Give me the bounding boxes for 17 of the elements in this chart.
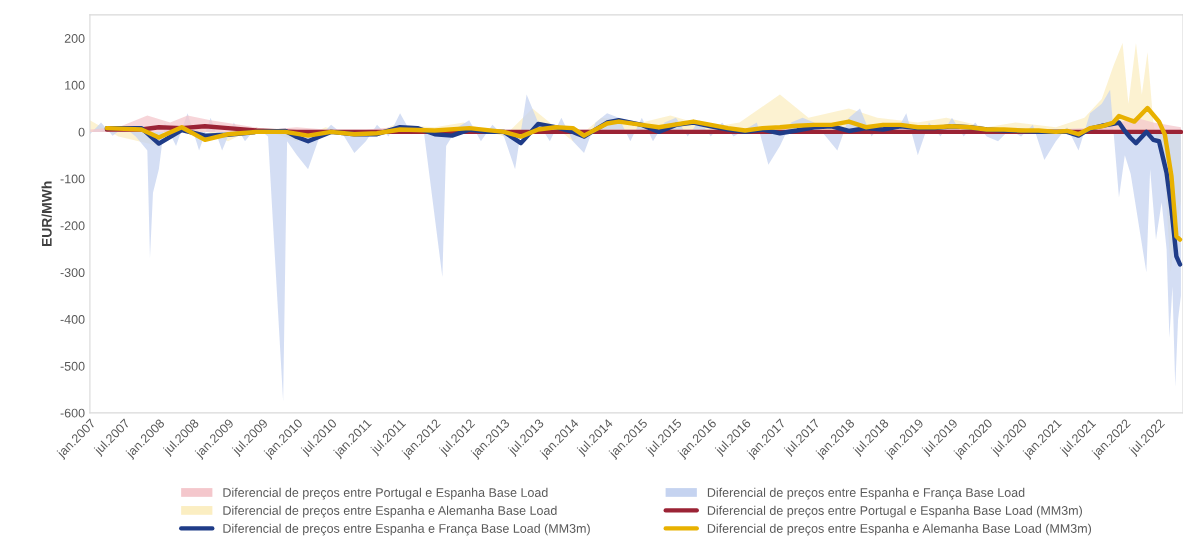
- legend-label: Diferencial de preços entre Portugal e Espanha Base Load: [223, 487, 548, 500]
- legend-label: Diferencial de preços entre Espanha e França Base Load: [707, 487, 1025, 500]
- legend-label: Diferencial de preços entre Espanha e Alemanha Base Load (MM3m): [707, 523, 1092, 536]
- y-tick-label: -100: [60, 174, 85, 184]
- legend-label: Diferencial de preços entre Espanha e França Base Load (MM3m): [223, 523, 590, 536]
- legend-label: Diferencial de preços entre Espanha e Alemanha Base Load: [223, 505, 557, 518]
- y-tick-label: 0: [78, 127, 85, 137]
- y-tick-label: -500: [60, 361, 85, 371]
- y-tick-label: 200: [64, 34, 85, 43]
- line-series: [104, 105, 1183, 242]
- y-tick-label: -200: [60, 221, 85, 231]
- y-tick-label: -300: [60, 268, 85, 278]
- y-tick-label: -600: [60, 408, 85, 418]
- y-tick-label: -400: [60, 315, 85, 324]
- y-axis-title: EUR/MWh: [41, 181, 52, 247]
- y-tick-label: 100: [65, 80, 85, 90]
- legend-label: Diferencial de preços entre Portugal e Espanha Base Load (MM3m): [707, 505, 1082, 518]
